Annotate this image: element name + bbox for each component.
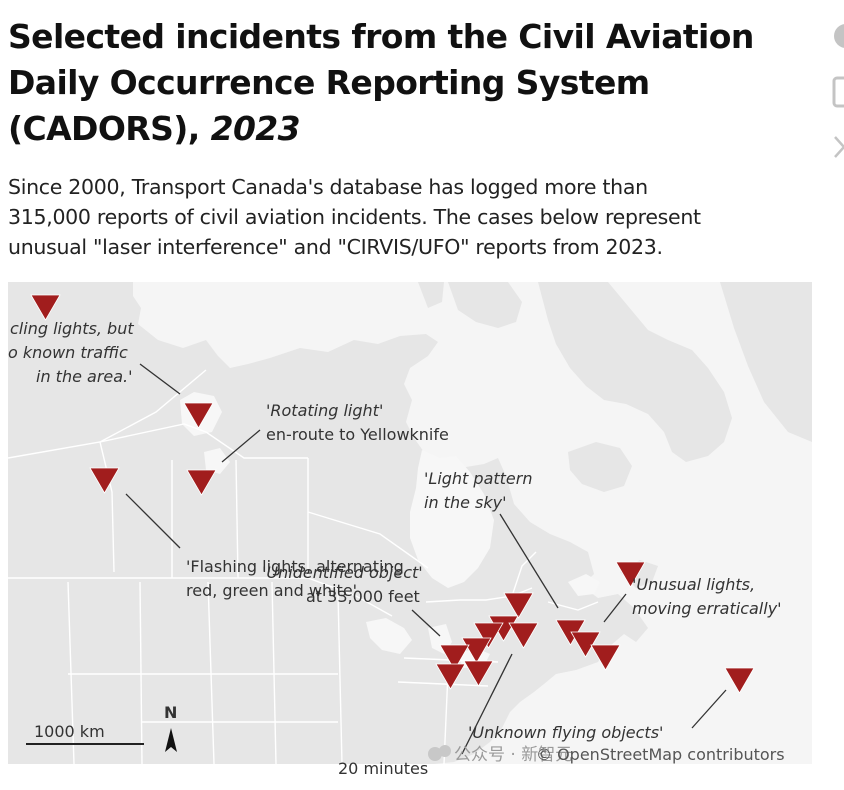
incident-marker[interactable]: [439, 644, 470, 671]
annotation-label: in the sky': [424, 493, 506, 512]
incident-marker[interactable]: [435, 663, 466, 690]
leader-line: [499, 513, 559, 609]
annotation-label: 'Unknown flying objects': [468, 723, 663, 742]
leader-line: [411, 609, 441, 637]
incident-markers: [30, 294, 755, 694]
annotation-label: 'Unusual lights,: [632, 575, 755, 594]
leader-lines: [125, 363, 727, 755]
annotation-label: o known traffic: [8, 343, 128, 362]
annotation-label: in the area.': [36, 367, 133, 386]
incident-marker[interactable]: [89, 467, 120, 494]
annotation-label: 'Unidentified object': [262, 563, 423, 582]
incident-marker[interactable]: [30, 294, 61, 321]
leader-line: [221, 429, 261, 463]
incident-marker[interactable]: [724, 667, 755, 694]
map-attribution: © OpenStreetMap contributors: [536, 745, 785, 764]
incident-marker[interactable]: [508, 622, 539, 649]
north-arrow-icon: [165, 728, 177, 752]
incident-marker[interactable]: [615, 561, 646, 588]
scale-label: 1000 km: [34, 722, 105, 741]
incident-marker[interactable]: [570, 631, 601, 658]
watermark: 公众号 · 新智元: [428, 745, 572, 765]
borders: [8, 369, 599, 765]
annotation-label: 'Light pattern: [424, 469, 532, 488]
wechat-icon: [428, 747, 442, 761]
annotation-label: 'Flashing lights, alternating: [186, 557, 404, 576]
share-icon[interactable]: [832, 22, 844, 50]
subtitle-line-2: 315,000 reports of civil aviation incide…: [8, 205, 701, 229]
title-line-1: Selected incidents from the Civil Aviati…: [8, 17, 754, 56]
incident-marker[interactable]: [590, 644, 621, 671]
incident-marker[interactable]: [183, 402, 214, 429]
scale-bar: 1000 km: [26, 722, 144, 745]
chart-subtitle: Since 2000, Transport Canada's database …: [8, 172, 808, 262]
incident-marker[interactable]: [473, 622, 504, 649]
annotation-label: 20 minutes: [338, 759, 428, 778]
leader-line: [603, 593, 627, 623]
north-arrow: N: [164, 703, 177, 752]
incident-marker[interactable]: [186, 469, 217, 496]
annotation-labels: cling lights, but o known traffic in the…: [8, 319, 782, 778]
image-icon[interactable]: [832, 76, 844, 108]
chart-title: Selected incidents from the Civil Aviati…: [8, 14, 798, 152]
title-year: 2023: [210, 109, 301, 148]
watermark-text: 公众号 · 新智元: [454, 745, 572, 765]
incident-marker[interactable]: [461, 637, 492, 664]
incident-map: cling lights, but o known traffic in the…: [8, 282, 812, 778]
subtitle-line-3: unusual "laser interference" and "CIRVIS…: [8, 235, 663, 259]
leader-line: [461, 653, 513, 755]
close-icon[interactable]: [832, 132, 844, 162]
annotation-label: cling lights, but: [10, 319, 134, 338]
incident-marker[interactable]: [503, 592, 534, 619]
leader-line: [125, 493, 181, 549]
annotation-label: red, green and white': [186, 581, 357, 600]
annotation-label: en-route to Yellowknife: [266, 425, 449, 444]
title-line-3: (CADORS),: [8, 109, 211, 148]
annotation-label: 'Rotating light': [266, 401, 383, 420]
subtitle-line-1: Since 2000, Transport Canada's database …: [8, 175, 648, 199]
annotation-label: moving erratically': [632, 599, 782, 618]
north-label: N: [164, 703, 177, 722]
annotation-label: at 33,000 feet: [306, 587, 420, 606]
leader-line: [139, 363, 181, 395]
leader-line: [691, 689, 727, 729]
incident-marker[interactable]: [463, 660, 494, 687]
title-line-2: Daily Occurrence Reporting System: [8, 63, 650, 102]
